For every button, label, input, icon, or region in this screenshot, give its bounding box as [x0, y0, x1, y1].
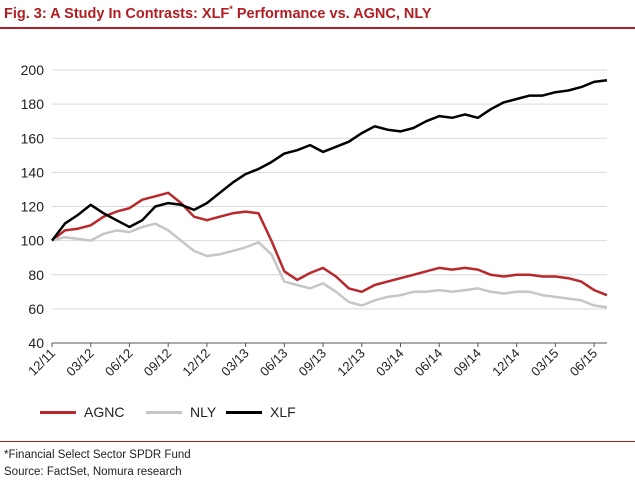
- line-chart: 40 60 80 100 120 140 160 180 200 12/11 03/12 06/12…: [21, 62, 608, 380]
- x-tick-label: 03/14: [373, 346, 407, 380]
- x-tick-label: 12/13: [334, 346, 368, 380]
- y-tick-label: 80: [28, 267, 44, 283]
- x-tick-label: 03/13: [218, 346, 252, 380]
- series-line-xlf: [51, 78, 608, 242]
- y-tick-label: 140: [21, 164, 45, 180]
- x-tick-label: 09/12: [141, 346, 175, 380]
- legend-swatch-xlf: [226, 410, 262, 414]
- x-axis: 12/11 03/12 06/12 09/12 12/12 03/13 06/13 09/13…: [25, 342, 607, 380]
- title-rule: [0, 27, 635, 29]
- legend-item-nly: NLY: [146, 404, 216, 420]
- x-tick-label: 06/14: [412, 346, 446, 380]
- legend-item-xlf: XLF: [226, 404, 296, 420]
- legend-item-agnc: AGNC: [40, 404, 124, 420]
- x-tick-label: 03/15: [528, 346, 562, 380]
- y-tick-label: 200: [21, 62, 45, 78]
- y-tick-label: 120: [21, 199, 45, 215]
- y-tick-label: 180: [21, 96, 45, 112]
- x-tick-label: 09/14: [450, 346, 484, 380]
- x-tick-label: 06/12: [102, 346, 136, 380]
- source-note: Source: FactSet, Nomura research: [4, 466, 182, 478]
- legend-label-nly: NLY: [190, 404, 217, 420]
- series-line-nly: [51, 222, 608, 309]
- x-tick-label: 06/15: [567, 346, 601, 380]
- series-lines: [51, 78, 608, 309]
- x-tick-label: 12/14: [489, 346, 523, 380]
- footnote: *Financial Select Sector SPDR Fund: [4, 449, 191, 461]
- grid-lines: [52, 69, 607, 344]
- legend-swatch-nly: [146, 410, 182, 414]
- legend-swatch-agnc: [40, 410, 76, 414]
- y-tick-label: 100: [21, 233, 45, 249]
- x-tick-label: 09/13: [296, 346, 330, 380]
- y-tick-label: 40: [28, 335, 44, 351]
- x-tick-label: 06/13: [257, 346, 291, 380]
- x-tick-label: 12/12: [179, 346, 213, 380]
- y-tick-label: 160: [21, 130, 45, 146]
- legend-label-agnc: AGNC: [84, 404, 125, 420]
- footer-rule: [0, 441, 635, 442]
- x-tick-label: 03/12: [63, 346, 97, 380]
- y-axis-tick-labels: 40 60 80 100 120 140 160 180 200: [21, 62, 45, 351]
- y-tick-label: 60: [28, 301, 44, 317]
- series-line-agnc: [51, 191, 608, 297]
- figure-title: Fig. 3: A Study In Contrasts: XLF* Perfo…: [4, 4, 432, 22]
- legend-label-xlf: XLF: [270, 404, 296, 420]
